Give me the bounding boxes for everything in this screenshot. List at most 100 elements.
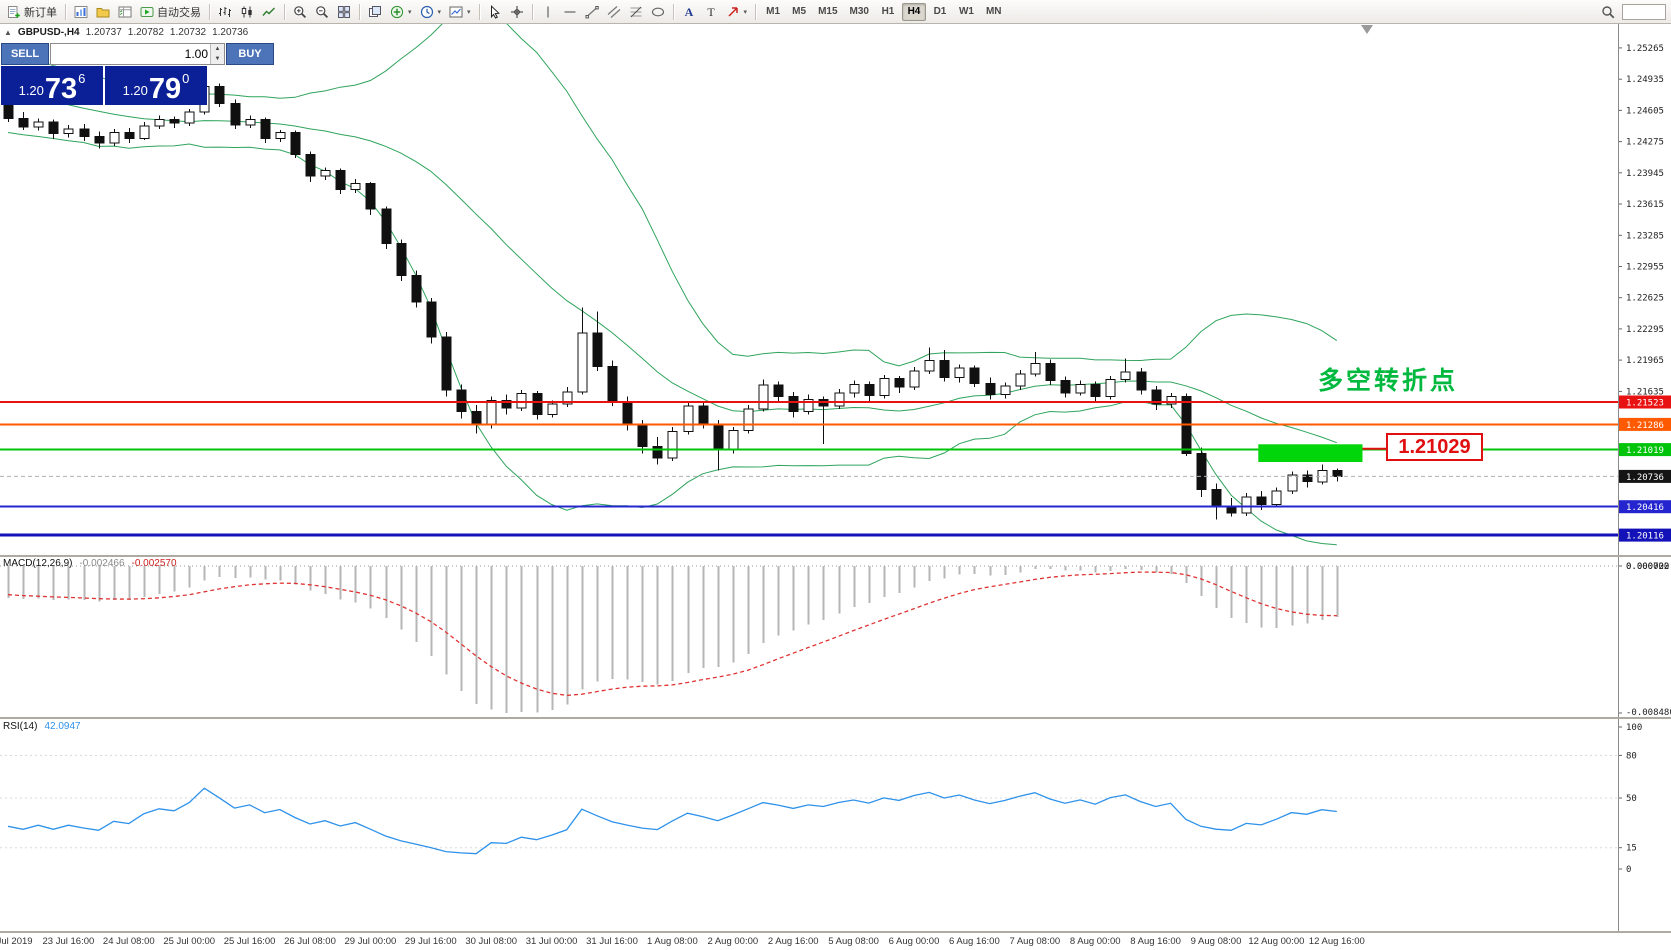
timeframe-h1-button[interactable]: H1 bbox=[876, 3, 900, 21]
timeframe-m30-button[interactable]: M30 bbox=[845, 3, 874, 21]
zoom-in-button[interactable] bbox=[289, 2, 311, 22]
horizontal-line-button[interactable] bbox=[559, 2, 581, 22]
price-tag bbox=[1619, 469, 1671, 483]
price-tag-value: 1.21286 bbox=[1626, 421, 1664, 431]
axis-label: 1.24275 bbox=[1626, 138, 1664, 148]
time-label: 12 Aug 16:00 bbox=[1309, 936, 1365, 947]
ohlc-open: 1.20737 bbox=[85, 27, 122, 38]
arrange-windows-button[interactable] bbox=[364, 2, 386, 22]
charts-icon bbox=[74, 5, 88, 19]
text-label-button[interactable]: T bbox=[700, 2, 722, 22]
axis-label: 1.24935 bbox=[1626, 75, 1664, 85]
volume-stepper: ▲ ▼ bbox=[210, 44, 224, 64]
text-button[interactable]: A bbox=[678, 2, 700, 22]
volume-down-button[interactable]: ▼ bbox=[211, 54, 224, 64]
new-order-button[interactable]: 新订单 bbox=[3, 2, 61, 22]
channel-icon bbox=[607, 5, 621, 19]
time-label: 6 Aug 00:00 bbox=[889, 936, 940, 947]
crosshair-icon bbox=[510, 5, 524, 19]
sell-price[interactable]: 1.20 73 6 bbox=[1, 66, 103, 105]
time-label: 26 Jul 08:00 bbox=[284, 936, 336, 947]
candles-icon bbox=[240, 5, 254, 19]
chart-properties-button[interactable]: ▾ bbox=[445, 2, 475, 22]
indicators-icon bbox=[390, 5, 404, 19]
price-tag-value: 1.21019 bbox=[1626, 446, 1664, 456]
panel-separator[interactable] bbox=[0, 931, 1671, 933]
new-order-label: 新订单 bbox=[24, 6, 57, 19]
turning-point-annotation[interactable]: 多空转折点 bbox=[1318, 367, 1459, 395]
search-input[interactable] bbox=[1622, 3, 1666, 20]
time-label: 2 Aug 00:00 bbox=[707, 936, 758, 947]
search-button[interactable] bbox=[1597, 2, 1619, 22]
caret-down-icon: ▾ bbox=[408, 8, 412, 16]
clock-icon bbox=[420, 5, 434, 19]
line-icon bbox=[262, 5, 276, 19]
tile-windows-button[interactable] bbox=[333, 2, 355, 22]
timeframe-m5-button[interactable]: M5 bbox=[787, 3, 811, 21]
time-label: 29 Jul 00:00 bbox=[345, 936, 397, 947]
cursor-button[interactable] bbox=[484, 2, 506, 22]
timeframe-w1-button[interactable]: W1 bbox=[954, 3, 979, 21]
volume-up-button[interactable]: ▲ bbox=[211, 44, 224, 54]
timeframe-h4-button[interactable]: H4 bbox=[901, 2, 926, 21]
collapse-arrow-icon[interactable]: ▲ bbox=[4, 28, 12, 37]
periods-button[interactable]: ▾ bbox=[416, 2, 446, 22]
auto-trading-button[interactable]: 自动交易 bbox=[136, 2, 205, 22]
vertical-line-button[interactable] bbox=[537, 2, 559, 22]
arrows-button[interactable]: ▾ bbox=[722, 2, 752, 22]
axis-label: -0.008480 bbox=[1626, 708, 1671, 718]
time-label: 8 Aug 00:00 bbox=[1070, 936, 1121, 947]
buy-price-point: 0 bbox=[182, 71, 190, 86]
indicators-button[interactable]: ▾ bbox=[386, 2, 416, 22]
timeframe-d1-button[interactable]: D1 bbox=[928, 3, 952, 21]
profiles-button[interactable] bbox=[92, 2, 114, 22]
candlestick-chart-button[interactable] bbox=[236, 2, 258, 22]
auto-trading-label: 自动交易 bbox=[157, 6, 201, 19]
buy-button[interactable]: BUY bbox=[226, 43, 274, 65]
axis-label: 1.23615 bbox=[1626, 200, 1664, 210]
market-watch-icon bbox=[118, 5, 132, 19]
volume-input[interactable] bbox=[51, 44, 210, 64]
macd-signal-line bbox=[7, 571, 1337, 697]
new-order-icon bbox=[7, 5, 21, 19]
market-watch-button[interactable] bbox=[114, 2, 136, 22]
macd-name: MACD(12,26,9) bbox=[3, 558, 73, 569]
shapes-icon bbox=[651, 5, 665, 19]
line-chart-button[interactable] bbox=[258, 2, 280, 22]
price-callout-label[interactable]: 1.21029 bbox=[1386, 433, 1483, 461]
price-tag bbox=[1619, 443, 1671, 457]
timeframe-mn-button[interactable]: MN bbox=[981, 3, 1007, 21]
price-tag-value: 1.21523 bbox=[1626, 399, 1664, 409]
fibonacci-retracement-button[interactable] bbox=[625, 2, 647, 22]
text-icon: A bbox=[682, 5, 696, 19]
axis-label: 1.22955 bbox=[1626, 263, 1664, 273]
timeframe-m15-button[interactable]: M15 bbox=[813, 3, 842, 21]
zoom-out-button[interactable] bbox=[311, 2, 333, 22]
bar-chart-button[interactable] bbox=[214, 2, 236, 22]
cursor-icon bbox=[488, 4, 502, 19]
crosshair-button[interactable] bbox=[506, 2, 528, 22]
chart-shift-marker[interactable] bbox=[1361, 25, 1373, 34]
charts-button[interactable] bbox=[70, 2, 92, 22]
ohlc-low: 1.20732 bbox=[169, 27, 207, 38]
highlight-zone-rect[interactable] bbox=[1258, 444, 1363, 462]
shapes-button[interactable] bbox=[647, 2, 669, 22]
axis-label: 15 bbox=[1626, 844, 1637, 854]
equidistant-channel-button[interactable] bbox=[603, 2, 625, 22]
time-label: 23 Jul 16:00 bbox=[43, 936, 95, 947]
tile-icon bbox=[337, 5, 351, 19]
time-label: 25 Jul 16:00 bbox=[224, 936, 276, 947]
timeframe-m1-button[interactable]: M1 bbox=[761, 3, 785, 21]
panel-separator[interactable] bbox=[0, 717, 1671, 719]
search-icon bbox=[1601, 5, 1615, 19]
macd-label: MACD(12,26,9) -0.002466 -0.002570 bbox=[3, 558, 177, 569]
sell-button[interactable]: SELL bbox=[1, 43, 49, 65]
toolbar-separator bbox=[209, 3, 210, 20]
buy-price[interactable]: 1.20 79 0 bbox=[105, 66, 207, 105]
panel-separator[interactable] bbox=[0, 555, 1671, 557]
trendline-button[interactable] bbox=[581, 2, 603, 22]
hline-icon bbox=[563, 5, 577, 19]
axis-label: 80 bbox=[1626, 751, 1637, 761]
